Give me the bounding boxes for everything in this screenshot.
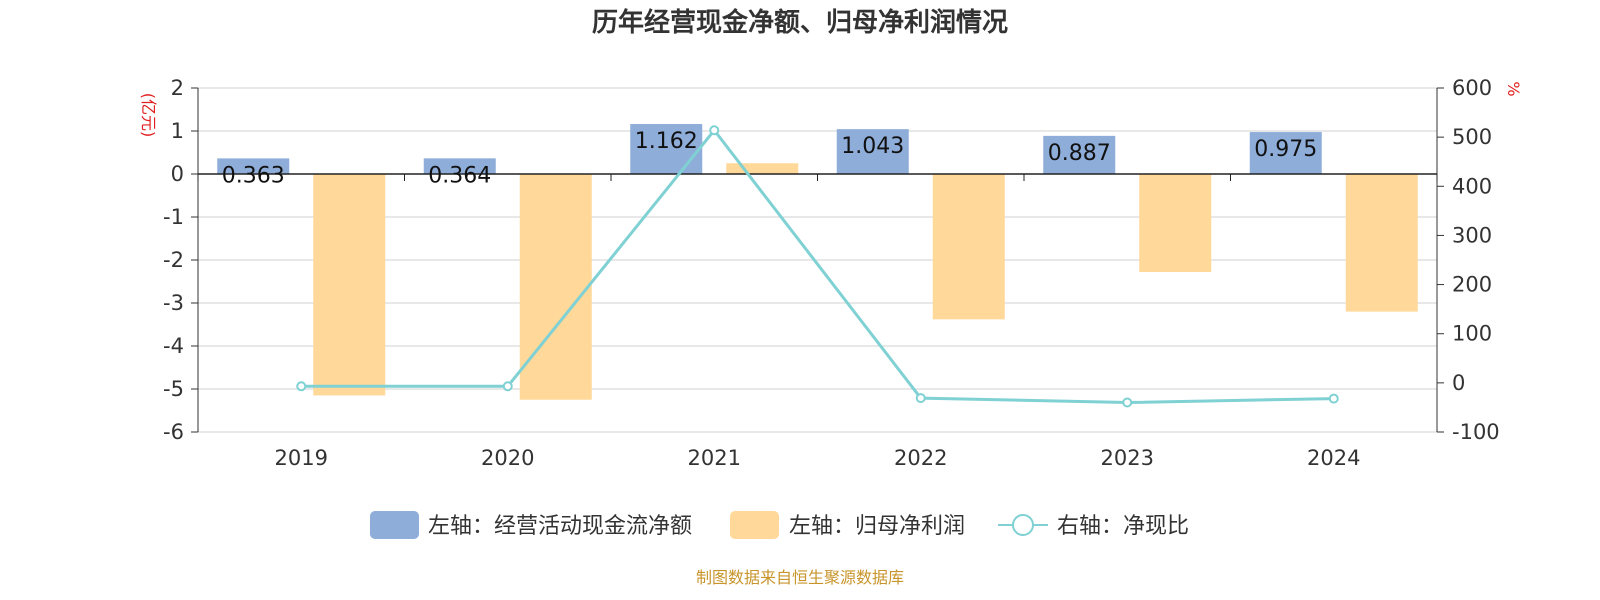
- x-tick-label: 2024: [1307, 446, 1360, 470]
- profit-bar: [519, 174, 592, 400]
- grid: [198, 87, 1437, 433]
- right-axis-unit: %: [1504, 81, 1523, 96]
- cashflow-bar: [1043, 135, 1116, 174]
- profit-bar: [932, 174, 1005, 320]
- ratio-point: [709, 125, 720, 136]
- profit-bar: [1139, 174, 1212, 273]
- x-tick-label: 2022: [894, 446, 947, 470]
- legend-label-ratio: 右轴：净现比: [1057, 514, 1189, 539]
- left-tick-label: -1: [163, 205, 184, 229]
- legend-swatch-cashflow: [370, 511, 419, 539]
- left-tick-label: -6: [163, 420, 184, 444]
- legend-label-cashflow: 左轴：经营活动现金流净额: [428, 514, 692, 539]
- source-note: 制图数据来自恒生聚源数据库: [696, 568, 904, 587]
- x-tick-label: 2019: [275, 446, 328, 470]
- ratio-line: [296, 125, 1339, 408]
- left-tick-label: -2: [163, 248, 184, 272]
- left-tick-label: -3: [163, 291, 184, 315]
- cashflow-bar: [1249, 132, 1322, 174]
- ratio-point: [296, 381, 307, 392]
- legend-label-profit: 左轴：归母净利润: [789, 514, 965, 539]
- right-tick-label: 400: [1452, 174, 1492, 198]
- bar-value-label: 0.887: [1048, 141, 1111, 166]
- chart-title: 历年经营现金净额、归母净利润情况: [592, 7, 1008, 38]
- profit-bar: [313, 174, 386, 396]
- bar-value-label: 0.364: [428, 163, 491, 188]
- bar-labels: 0.363 0.364 1.162 1.043 0.887 0.975: [222, 129, 1317, 188]
- bar-value-label: 1.162: [635, 129, 698, 154]
- right-tick-label: 600: [1452, 76, 1492, 100]
- left-tick-label: -4: [163, 334, 184, 358]
- profit-bar: [726, 163, 799, 174]
- right-tick-label: 500: [1452, 125, 1492, 149]
- right-tick-label: 0: [1452, 371, 1465, 395]
- ratio-point: [1122, 397, 1133, 408]
- legend: 左轴：经营活动现金流净额 左轴：归母净利润 右轴：净现比: [370, 511, 1189, 539]
- left-tick-label: 1: [171, 119, 184, 143]
- left-axis-unit: (亿元): [139, 93, 158, 138]
- bar-value-label: 1.043: [841, 134, 904, 159]
- cashflow-bar: [630, 124, 703, 174]
- left-tick-label: 2: [171, 76, 184, 100]
- legend-swatch-profit: [730, 511, 779, 539]
- cashflow-bar: [836, 129, 909, 174]
- ratio-point: [1328, 393, 1339, 404]
- ratio-line-path: [301, 127, 1334, 405]
- profit-bar: [1345, 174, 1418, 312]
- cashflow-bar: [423, 158, 496, 174]
- legend-swatch-ratio-marker: [1012, 514, 1034, 536]
- ratio-point: [502, 381, 513, 392]
- x-tick-label: 2021: [688, 446, 741, 470]
- bar-value-label: 0.975: [1254, 137, 1317, 162]
- right-tick-label: -100: [1452, 420, 1500, 444]
- cashflow-bar: [217, 158, 290, 174]
- bars: [217, 124, 1418, 400]
- right-tick-label: 200: [1452, 273, 1492, 297]
- right-tick-label: 300: [1452, 223, 1492, 247]
- x-tick-label: 2023: [1101, 446, 1154, 470]
- left-tick-label: 0: [171, 162, 184, 186]
- ratio-point: [915, 393, 926, 404]
- right-tick-label: 100: [1452, 322, 1492, 346]
- x-tick-label: 2020: [481, 446, 534, 470]
- axes: 2 1 0 -1 -2 -3 -4 -5 -6 600 500 400 300 200 100 0 -100 20…: [163, 76, 1500, 470]
- left-tick-label: -5: [163, 377, 184, 401]
- bar-value-label: 0.363: [222, 163, 285, 188]
